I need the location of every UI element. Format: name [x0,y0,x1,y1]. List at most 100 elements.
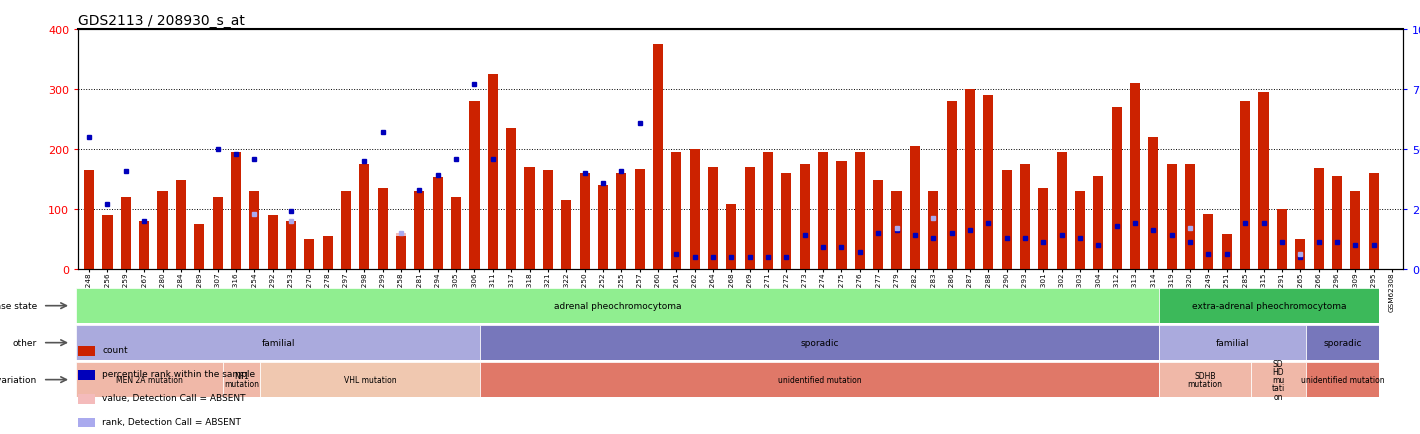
Bar [322,236,332,269]
Bar [195,224,204,269]
Text: count: count [102,345,128,354]
Bar [433,178,443,269]
Bar [1258,93,1268,269]
Bar [359,164,369,269]
Bar [1295,239,1305,269]
Bar [1001,171,1011,269]
Bar [341,191,351,269]
Bar [892,191,902,269]
Bar [1130,84,1140,269]
Bar [873,181,883,269]
Bar [635,169,645,269]
Text: sporadic: sporadic [1323,339,1362,347]
Text: genotype/variation: genotype/variation [0,375,37,384]
Text: disease state: disease state [0,302,37,310]
Bar [1167,164,1177,269]
Text: NF1
mutation: NF1 mutation [224,371,258,388]
Bar [836,161,846,269]
Text: value, Detection Call = ABSENT: value, Detection Call = ABSENT [102,393,246,402]
Text: adrenal pheochromocytoma: adrenal pheochromocytoma [554,302,682,310]
Bar [855,153,865,269]
Bar [910,147,920,269]
Bar [378,188,388,269]
Bar [964,90,976,269]
Bar [285,221,295,269]
Text: sporadic: sporadic [801,339,839,347]
Bar [781,174,791,269]
Bar [250,191,260,269]
Text: unidentified mutation: unidentified mutation [778,375,862,384]
Bar [158,191,168,269]
Bar [542,171,552,269]
Bar [709,168,719,269]
Bar [947,102,957,269]
Bar [561,201,571,269]
Bar [579,174,589,269]
Bar [1277,209,1287,269]
Bar [322,239,332,269]
Bar [1221,234,1231,269]
Bar [1240,102,1250,269]
Bar [929,218,939,269]
Bar [452,197,462,269]
Bar [799,164,809,269]
Bar [929,191,939,269]
Bar [892,227,902,269]
Bar [653,45,663,269]
Bar [1038,188,1048,269]
Bar [231,153,241,269]
Bar [267,224,278,269]
Bar [139,221,149,269]
Bar [1350,191,1360,269]
Bar [690,150,700,269]
Bar [672,153,682,269]
Bar [396,233,406,269]
Bar [616,174,626,269]
Bar [1332,177,1342,269]
Bar [121,197,131,269]
Bar [506,129,517,269]
Bar [1186,227,1196,269]
Text: unidentified mutation: unidentified mutation [1301,375,1384,384]
Text: extra-adrenal pheochromocytoma: extra-adrenal pheochromocytoma [1191,302,1346,310]
Text: rank, Detection Call = ABSENT: rank, Detection Call = ABSENT [102,417,241,426]
Bar [818,153,828,269]
Bar [726,204,737,269]
Text: percentile rank within the sample: percentile rank within the sample [102,369,256,378]
Bar [470,102,480,269]
Text: familial: familial [261,339,295,347]
Bar [213,197,223,269]
Text: VHL mutation: VHL mutation [344,375,396,384]
Bar [1314,169,1323,269]
Bar [598,186,608,269]
Bar [1056,153,1066,269]
Bar [1149,138,1159,269]
Bar [1203,214,1214,269]
Bar [1369,174,1379,269]
Bar [1112,108,1122,269]
Bar [1295,254,1305,269]
Text: SDHB
mutation: SDHB mutation [1187,371,1223,388]
Bar [304,239,314,269]
Bar [176,181,186,269]
Bar [1020,164,1030,269]
Bar [1075,191,1085,269]
Text: GDS2113 / 208930_s_at: GDS2113 / 208930_s_at [78,14,246,28]
Bar [396,236,406,269]
Text: familial: familial [1216,339,1250,347]
Bar [102,215,112,269]
Bar [250,215,260,269]
Bar [1093,177,1103,269]
Text: SD
HD
mu
tati
on: SD HD mu tati on [1271,358,1285,401]
Bar [1186,164,1196,269]
Bar [744,168,755,269]
Text: other: other [13,339,37,347]
Bar [487,75,498,269]
Text: MEN 2A mutation: MEN 2A mutation [116,375,183,384]
Bar [267,215,278,269]
Bar [524,168,534,269]
Bar [415,191,425,269]
Bar [84,171,94,269]
Bar [304,242,314,269]
Bar [983,96,994,269]
